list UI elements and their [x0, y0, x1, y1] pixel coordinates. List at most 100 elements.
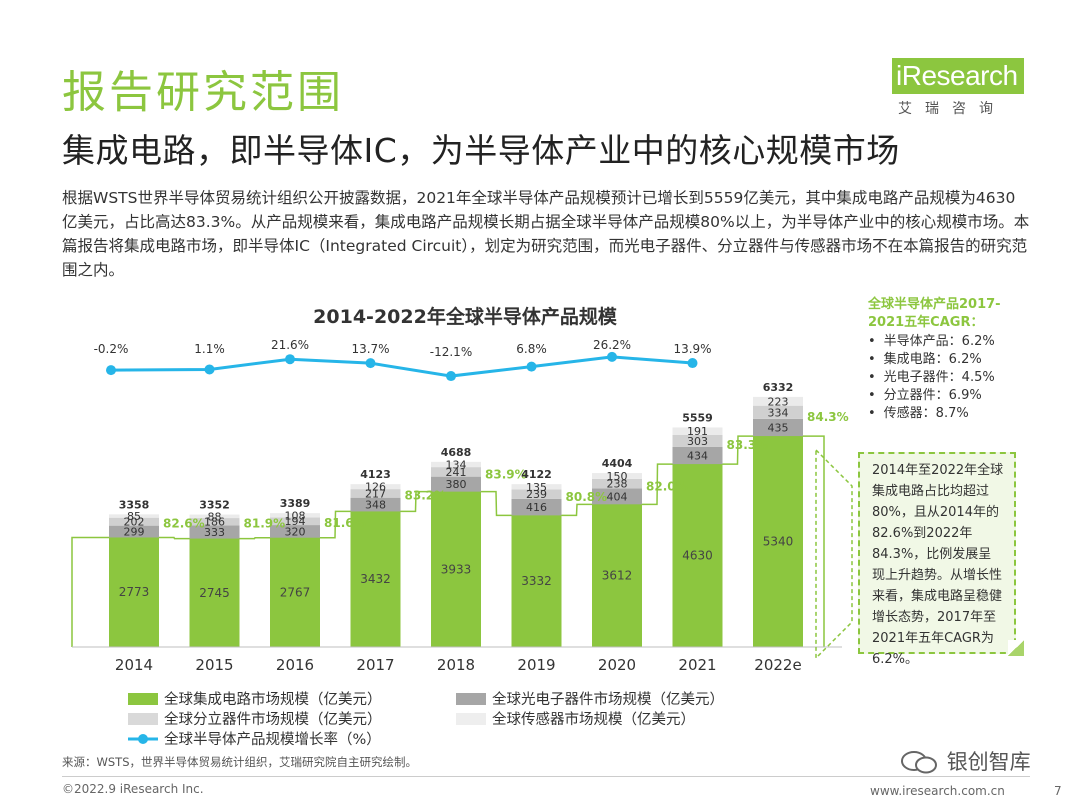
logo-subtext: 艾瑞咨询 [898, 101, 1006, 117]
iresearch-logo: iResearch 艾瑞咨询 [892, 58, 1024, 118]
legend-swatch-opto [456, 693, 486, 705]
value-label-sensor-2020: 150 [607, 470, 628, 483]
bar-discrete-2016 [270, 517, 320, 526]
x-tick-2015: 2015 [195, 656, 233, 674]
total-label-2019: 4122 [521, 468, 552, 481]
ic-share-label-2018: 83.9% [485, 468, 527, 482]
bar-opto-2022e [753, 418, 803, 437]
legend-label-opto: 全球光电子器件市场规模（亿美元） [492, 692, 724, 708]
chart-title: 2014-2022年全球半导体产品规模 [313, 306, 617, 328]
ic-share-label-2016: 81.6% [324, 516, 366, 530]
bar-sensor-2021 [672, 427, 723, 436]
ic-share-label-2020: 82.0% [646, 479, 688, 493]
x-tick-2019: 2019 [517, 656, 555, 674]
value-label-ic-2014: 2773 [119, 585, 150, 599]
cagr-title-line2: 2021五年CAGR： [868, 315, 984, 330]
x-tick-2020: 2020 [598, 656, 636, 674]
bar-sensor-2015 [189, 514, 240, 519]
source-note: 来源：WSTS，世界半导体贸易统计组织，艾瑞研究院自主研究绘制。 [62, 755, 417, 769]
legend-label-discrete: 全球分立器件市场规模（亿美元） [164, 712, 382, 728]
bars-group [109, 396, 803, 647]
total-label-2022e: 6332 [763, 381, 794, 394]
bar-ic-2018 [431, 491, 481, 647]
x-tick-2016: 2016 [276, 656, 314, 674]
ic-share-label-2019: 80.8% [566, 490, 608, 504]
total-label-2014: 3358 [119, 498, 150, 511]
value-label-sensor-2021: 191 [687, 425, 708, 438]
wechat-name: 银创智库 [946, 750, 1031, 774]
growth-point-2017 [285, 354, 295, 365]
legend-swatch-sensor [456, 713, 486, 725]
value-label-opto-2017: 348 [365, 499, 386, 512]
legend-discrete: 全球分立器件市场规模（亿美元） [128, 708, 382, 729]
total-label-2016: 3389 [280, 497, 311, 510]
bar-discrete-2020 [592, 478, 642, 489]
value-label-ic-2020: 3612 [602, 569, 633, 583]
page-number: 7 [1054, 784, 1062, 798]
legend-label-ic: 全球集成电路市场规模（亿美元） [164, 692, 382, 708]
bar-ic-2014 [109, 537, 159, 647]
value-label-opto-2014: 299 [124, 526, 145, 539]
bar-opto-2017 [350, 497, 401, 512]
value-label-ic-2018: 3933 [441, 562, 472, 576]
bar-ic-2015 [189, 538, 240, 647]
legend-sensor: 全球传感器市场规模（亿美元） [456, 708, 695, 729]
x-tick-2014: 2014 [115, 656, 153, 674]
ic-share-label-2015: 81.9% [244, 516, 286, 530]
growth-point-2020 [526, 361, 537, 372]
growth-point-2022e [687, 358, 698, 369]
note-corner-fold [1008, 640, 1024, 656]
bar-discrete-2017 [350, 489, 401, 498]
bar-ic-2020 [592, 504, 642, 647]
growth-label-2018: 13.7% [351, 342, 389, 356]
x-tick-2022e: 2022e [754, 656, 801, 674]
legend-swatch-growth [128, 734, 158, 744]
growth-label-2017: 21.6% [271, 338, 309, 352]
growth-label-2019: -12.1% [430, 345, 472, 359]
bar-ic-2022e [753, 436, 803, 647]
x-tick-labels: 2014 2015 2016 2017 2018 2019 2020 2021 2022e [115, 656, 802, 674]
bar-ic-2016 [270, 537, 320, 647]
bar-opto-2019 [511, 498, 562, 516]
value-label-opto-2018: 380 [446, 478, 467, 491]
logo-text: iResearch [892, 58, 1024, 94]
cagr-item-sensor: 传感器：8.7% [868, 405, 1043, 423]
value-label-discrete-2015: 186 [204, 516, 225, 529]
bar-ic-2017 [350, 511, 401, 647]
total-label-2018: 4688 [441, 446, 472, 459]
cagr-list: 半导体产品：6.2% 集成电路：6.2% 光电子器件：4.5% 分立器件：6.9… [868, 333, 1043, 423]
growth-label-2015: -0.2% [94, 342, 129, 356]
bar-discrete-2021 [672, 435, 723, 447]
growth-label-2020: 6.8% [516, 342, 547, 356]
value-label-ic-2017: 3432 [360, 572, 391, 586]
growth-point-2019 [446, 371, 456, 382]
total-label-2020: 4404 [602, 457, 633, 470]
value-label-opto-2015: 333 [204, 526, 225, 539]
bar-ic-2021 [672, 464, 723, 647]
value-label-discrete-2022e: 334 [768, 406, 789, 419]
value-label-ic-2022e: 5340 [763, 535, 794, 549]
callout-arrow [815, 448, 853, 660]
page-subtitle: 集成电路，即半导体IC，为半导体产业中的核心规模市场 [62, 131, 900, 170]
x-tick-2017: 2017 [356, 656, 394, 674]
ic-share-label-2021: 83.3% [727, 438, 769, 452]
value-label-discrete-2014: 202 [124, 516, 145, 529]
growth-point-2018 [365, 358, 376, 369]
legend-growth: 全球半导体产品规模增长率（%） [128, 728, 381, 749]
bar-discrete-2022e [753, 405, 803, 419]
value-label-opto-2019: 416 [526, 501, 547, 514]
growth-line [110, 355, 693, 378]
bar-sensor-2016 [270, 513, 320, 518]
value-label-ic-2016: 2767 [280, 585, 311, 599]
value-label-opto-2020: 404 [607, 490, 628, 503]
bar-sensor-2019 [511, 484, 562, 490]
growth-line-group: -0.2% 1.1% 21.6% 13.7% -12.1% 6.8% 26.2% 13.9% [94, 338, 712, 382]
value-label-discrete-2017: 217 [365, 487, 386, 500]
wechat-watermark: 银创智库 [900, 746, 1031, 776]
legend-swatch-discrete [128, 713, 158, 725]
growth-label-2021: 26.2% [593, 338, 631, 352]
bar-ic-2019 [511, 515, 562, 647]
total-label-2017: 4123 [360, 468, 391, 481]
x-tick-2018: 2018 [437, 656, 475, 674]
summary-note: 2014年至2022年全球集成电路占比均超过80%，且从2014年的82.6%到… [858, 452, 1016, 667]
